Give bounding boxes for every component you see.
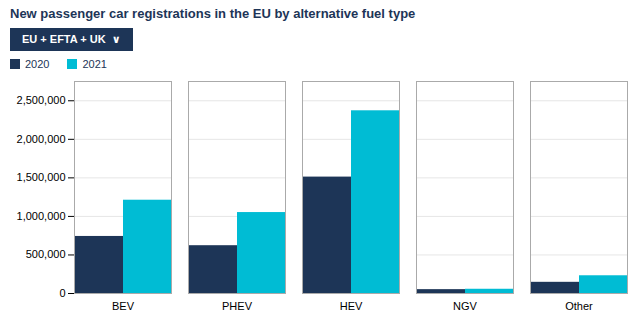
svg-text:BEV: BEV (112, 300, 135, 312)
svg-text:NGV: NGV (453, 300, 478, 312)
html-text:2020: 2020 (25, 58, 50, 70)
svg-text:0: 0 (59, 287, 65, 299)
html-text:New passenger car registration: New passenger car registrations in the E… (10, 6, 416, 21)
svg-text:2,500,000: 2,500,000 (17, 94, 66, 106)
svg-text:Other: Other (565, 300, 593, 312)
html-text:EU + EFTA + UK ∨: EU + EFTA + UK ∨ (22, 33, 121, 45)
svg-text:500,000: 500,000 (26, 248, 66, 260)
svg-text:2,000,000: 2,000,000 (17, 133, 66, 145)
svg-text:PHEV: PHEV (222, 300, 253, 312)
svg-text:HEV: HEV (340, 300, 363, 312)
html-text:2021: 2021 (82, 58, 107, 70)
svg-text:1,000,000: 1,000,000 (17, 210, 66, 222)
svg-text:1,500,000: 1,500,000 (17, 171, 66, 183)
